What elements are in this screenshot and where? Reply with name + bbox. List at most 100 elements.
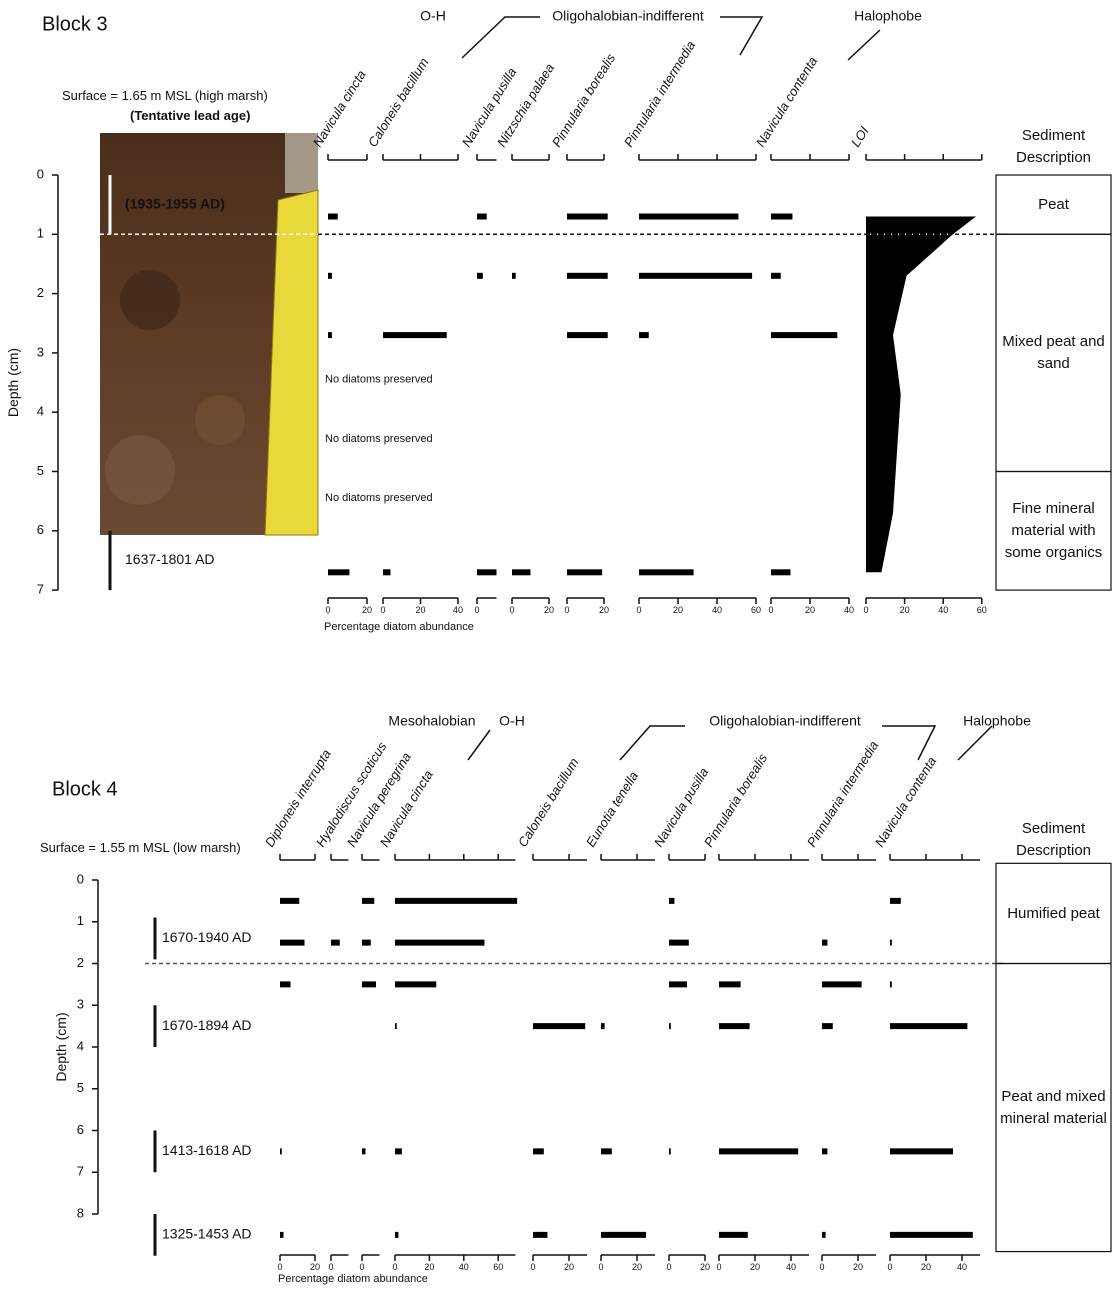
sediment-label: Peat and mixed mineral material	[1000, 1087, 1107, 1127]
abundance-bar	[280, 897, 300, 904]
abundance-bar	[280, 939, 305, 946]
abundance-bar	[771, 332, 838, 339]
y-tick-label: 5	[37, 463, 44, 478]
x-tick-label: 0	[598, 1262, 603, 1272]
sediment-label: Fine mineral material with some organics	[1004, 500, 1103, 561]
note: No diatoms preserved	[325, 492, 433, 504]
y-axis-label: Depth (cm)	[53, 1012, 69, 1081]
abundance-bar	[890, 1023, 968, 1030]
y-tick-label: 3	[37, 344, 44, 359]
group-header: Oligohalobian-indifferent	[709, 713, 861, 729]
abundance-bar	[512, 272, 516, 279]
x-axis-label: Percentage diatom abundance	[278, 1273, 428, 1285]
y-tick-label: 6	[37, 522, 44, 537]
abundance-bar	[771, 272, 781, 279]
taxon-label: Caloneis bacillum	[515, 755, 582, 849]
y-tick-label: 2	[37, 285, 44, 300]
abundance-bar	[822, 939, 828, 946]
y-tick-label: 5	[77, 1080, 84, 1095]
abundance-bar	[280, 981, 291, 988]
x-tick-label: 40	[844, 605, 854, 615]
group-header: O-H	[420, 8, 446, 24]
x-tick-label: 0	[328, 1262, 333, 1272]
x-tick-label: 60	[751, 605, 761, 615]
abundance-bar	[362, 897, 375, 904]
abundance-bar	[383, 332, 447, 339]
abundance-bar	[822, 1148, 828, 1155]
x-tick-label: 0	[380, 605, 385, 615]
x-tick-label: 0	[863, 605, 868, 615]
x-tick-label: 20	[750, 1262, 760, 1272]
x-tick-label: 20	[853, 1262, 863, 1272]
abundance-bar	[328, 569, 350, 576]
y-tick-label: 7	[37, 582, 44, 597]
taxon-label: Pinnularia borealis	[549, 51, 619, 150]
taxon-label: Navicula pusilla	[651, 765, 712, 850]
y-tick-label: 4	[37, 404, 44, 419]
abundance-bar	[771, 569, 791, 576]
sediment-title-box: Sediment Description	[1016, 820, 1091, 859]
abundance-bar	[477, 213, 487, 220]
abundance-bar	[822, 1231, 826, 1238]
x-tick-label: 0	[819, 1262, 824, 1272]
x-tick-label: 40	[453, 605, 463, 615]
age-label: 1670-1940 AD	[162, 929, 252, 945]
abundance-bar	[328, 213, 338, 220]
x-tick-label: 60	[493, 1262, 503, 1272]
abundance-bar	[395, 897, 518, 904]
surface-label: Surface = 1.55 m MSL (low marsh)	[40, 840, 241, 855]
taxon-label: Navicula contenta	[872, 754, 939, 850]
abundance-bar	[331, 939, 340, 946]
x-tick-label: 40	[712, 605, 722, 615]
abundance-bar	[890, 939, 892, 946]
x-tick-label: 0	[768, 605, 773, 615]
abundance-bar	[719, 1231, 748, 1238]
x-tick-label: 40	[786, 1262, 796, 1272]
y-tick-label: 1	[37, 226, 44, 241]
sediment-label-box: Peat and mixed mineral material	[1000, 1087, 1107, 1127]
x-tick-label: 0	[392, 1262, 397, 1272]
abundance-bar	[771, 213, 793, 220]
x-tick-label: 20	[564, 1262, 574, 1272]
x-tick-label: 20	[700, 1262, 710, 1272]
abundance-bar	[890, 897, 901, 904]
abundance-bar	[362, 1148, 366, 1155]
abundance-bar	[395, 1148, 402, 1155]
note: No diatoms preserved	[325, 373, 433, 385]
group-header: Mesohalobian	[388, 713, 475, 729]
abundance-bar	[395, 1231, 399, 1238]
x-axis-label: Percentage diatom abundance	[324, 621, 474, 633]
sediment-label: Humified peat	[1007, 904, 1100, 922]
y-axis-label: Depth (cm)	[5, 348, 21, 417]
x-tick-label: 0	[325, 605, 330, 615]
x-tick-label: 20	[424, 1262, 434, 1272]
y-tick-label: 8	[77, 1205, 84, 1220]
sediment-label-box: Mixed peat and sand	[1002, 333, 1105, 372]
y-tick-label: 3	[77, 997, 84, 1012]
x-tick-label: 20	[921, 1262, 931, 1272]
abundance-bar	[477, 569, 497, 576]
taxon-label: Pinnularia intermedia	[804, 738, 881, 850]
abundance-bar	[395, 939, 485, 946]
abundance-bar	[719, 1148, 799, 1155]
x-tick-label: 20	[310, 1262, 320, 1272]
abundance-bar	[822, 981, 862, 988]
age-label: 1670-1894 AD	[162, 1017, 252, 1033]
x-tick-label: 40	[938, 605, 948, 615]
taxon-label: Pinnularia borealis	[701, 751, 771, 850]
age-label: 1325-1453 AD	[162, 1226, 252, 1242]
abundance-bar	[567, 332, 608, 339]
x-tick-label: 20	[900, 605, 910, 615]
sediment-label: Mixed peat and sand	[1002, 333, 1105, 372]
x-tick-label: 20	[673, 605, 683, 615]
abundance-bar	[512, 569, 531, 576]
sediment-title: Sediment Description	[1015, 127, 1092, 166]
x-tick-label: 0	[716, 1262, 721, 1272]
abundance-bar	[639, 569, 694, 576]
panel-title: Block 4	[52, 778, 118, 800]
abundance-bar	[639, 332, 649, 339]
core-photo	[100, 133, 319, 536]
y-tick-label: 0	[77, 871, 84, 886]
age-label: 1413-1618 AD	[162, 1142, 252, 1158]
